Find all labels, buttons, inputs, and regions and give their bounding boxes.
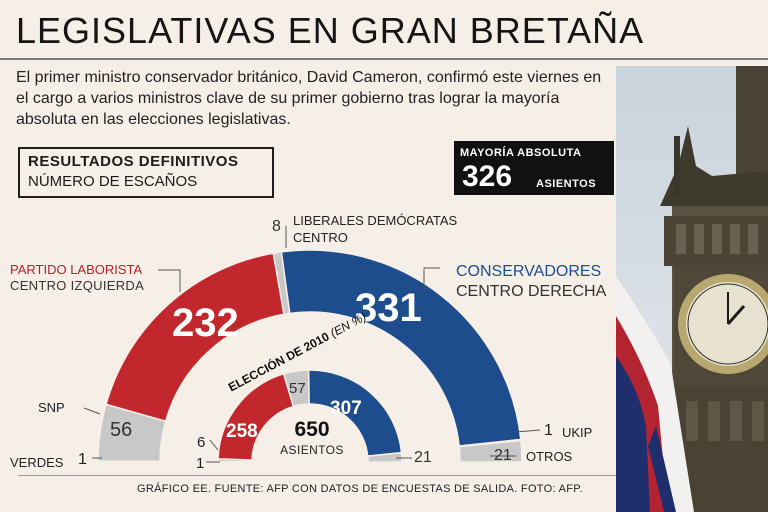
inner-total-unit: ASIENTOS [280, 443, 344, 457]
ukip-name: UKIP [562, 425, 593, 440]
labour-label: PARTIDO LABORISTA CENTRO IZQUIERDA [10, 262, 144, 294]
conservative-sublabel: CENTRO DERECHA [456, 283, 607, 300]
inner-greens-value: 1 [196, 455, 205, 472]
greens-name: VERDES [10, 455, 64, 470]
inner-conservative-value: 307 [330, 398, 362, 419]
leader-line-0 [158, 269, 181, 292]
page-title: LEGISLATIVAS EN GRAN BRETAÑA [16, 10, 645, 51]
seat-hemicycle-chart [83, 226, 541, 463]
inner-libdem-value: 57 [289, 380, 306, 397]
ukip-value: 1 [544, 422, 553, 439]
results-label-box: RESULTADOS DEFINITIVOS NÚMERO DE ESCAÑOS [18, 147, 274, 198]
others-name: OTROS [526, 449, 573, 464]
labour-name: PARTIDO LABORISTA [10, 262, 143, 277]
lead-paragraph: El primer ministro conservador británico… [16, 69, 602, 128]
leader-line-3 [83, 407, 101, 415]
leader-line-5 [515, 429, 541, 433]
conservative-label: CONSERVADORES CENTRO DERECHA [456, 262, 606, 302]
leader-line-2 [423, 267, 440, 290]
title-divider [0, 58, 768, 60]
inner-slice-5 [366, 451, 403, 463]
others-value: 21 [494, 447, 512, 464]
conservative-value: 331 [355, 286, 422, 330]
majority-label: MAYORÍA ABSOLUTA [460, 147, 582, 159]
results-title: RESULTADOS DEFINITIVOS [28, 153, 239, 170]
libdem-label: LIBERALES DEMÓCRATAS CENTRO [293, 212, 457, 246]
inner-total-value: 650 [294, 418, 330, 441]
results-subtitle: NÚMERO DE ESCAÑOS [28, 173, 198, 190]
snp-name: SNP [38, 400, 65, 415]
big-ben-photo [616, 66, 768, 512]
leader-line-7 [209, 439, 219, 451]
footer-divider [18, 475, 616, 476]
majority-unit: ASIENTOS [536, 178, 597, 190]
libdem-name: LIBERALES DEMÓCRATAS [293, 213, 458, 228]
inner-labour-value: 258 [226, 421, 258, 442]
conservative-name: CONSERVADORES [456, 263, 602, 280]
majority-box: MAYORÍA ABSOLUTA 326 ASIENTOS [454, 141, 614, 195]
labour-value: 232 [172, 301, 239, 345]
inner-others-value: 21 [414, 449, 432, 466]
majority-value: 326 [462, 160, 513, 193]
outer-slice-6 [458, 439, 523, 463]
snp-value: 56 [110, 419, 133, 441]
libdem-sublabel: CENTRO [293, 230, 348, 245]
labour-sublabel: CENTRO IZQUIERDA [10, 278, 145, 293]
libdem-value: 8 [272, 218, 281, 235]
inner-snp-value: 6 [197, 434, 206, 451]
footer-source: GRÁFICO EE. FUENTE: AFP CON DATOS DE ENC… [137, 483, 583, 495]
greens-value: 1 [78, 451, 87, 468]
